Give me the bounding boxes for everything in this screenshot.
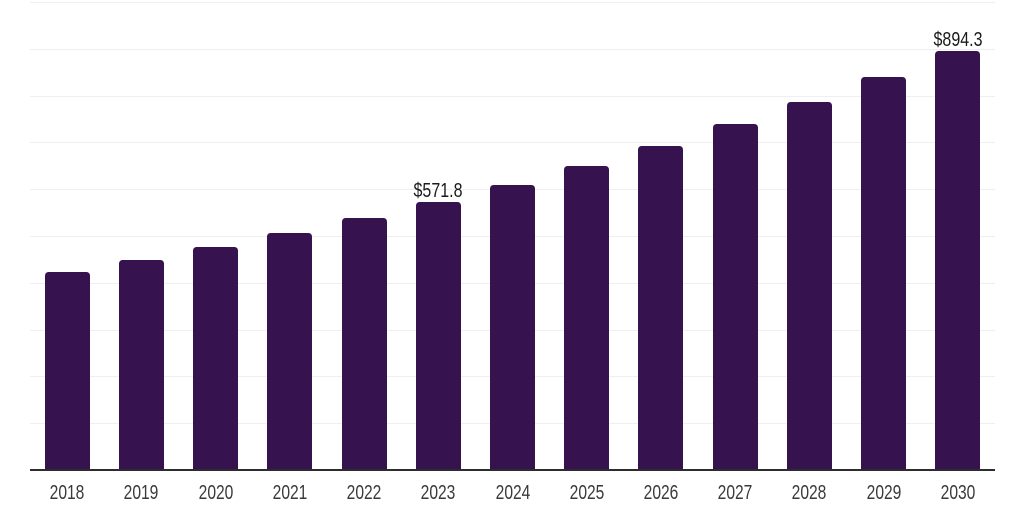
- gridline-900: [30, 48, 995, 50]
- value-label-2030: $894.3: [933, 29, 983, 52]
- bar-2028[interactable]: [786, 101, 832, 470]
- gridline-1000: [30, 2, 995, 3]
- bar-2030[interactable]: [935, 51, 981, 470]
- x-tick-2026: 2026: [643, 482, 679, 504]
- x-tick-2025: 2025: [569, 482, 605, 504]
- x-tick-2024: 2024: [495, 482, 530, 504]
- bar-2023[interactable]: [415, 202, 461, 470]
- bar-2027[interactable]: [712, 124, 758, 470]
- x-tick-2020: 2020: [198, 482, 233, 504]
- bar-2020[interactable]: [193, 246, 239, 470]
- bar-2022[interactable]: [341, 217, 387, 470]
- x-tick-2030: 2030: [940, 482, 976, 504]
- bar-2024[interactable]: [490, 184, 535, 470]
- gridline-800: [30, 95, 995, 97]
- x-axis-tick-labels: 2018 2019 2020 2021 2022 2023 2024 2025 2026 2027…: [30, 483, 995, 507]
- bar-2025[interactable]: [564, 165, 610, 470]
- value-label-2023: $571.8: [413, 180, 463, 203]
- x-tick-2027: 2027: [717, 482, 753, 504]
- x-tick-2023: 2023: [420, 482, 456, 504]
- x-tick-2028: 2028: [792, 482, 827, 504]
- x-tick-2018: 2018: [49, 482, 85, 504]
- bar-2026[interactable]: [638, 145, 684, 470]
- bar-2029[interactable]: [861, 77, 907, 470]
- bar-2019[interactable]: [118, 259, 164, 470]
- gridline-700: [30, 142, 995, 144]
- bar-2018[interactable]: [44, 271, 90, 470]
- bar-2021[interactable]: [267, 232, 313, 470]
- x-tick-2021: 2021: [272, 482, 308, 504]
- x-tick-2022: 2022: [346, 482, 382, 504]
- x-tick-2029: 2029: [866, 482, 901, 504]
- x-axis-line: [30, 469, 995, 471]
- x-tick-2019: 2019: [123, 482, 159, 504]
- plot-area: $571.8 $894.3: [30, 2, 995, 470]
